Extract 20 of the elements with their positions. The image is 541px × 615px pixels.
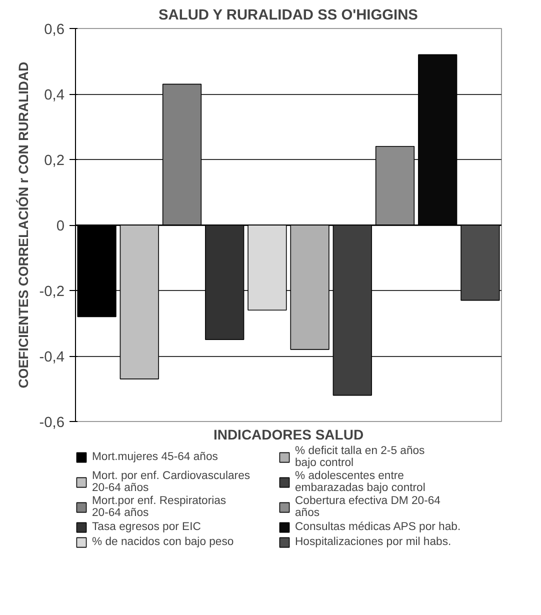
legend-label: % adolescentes entre embarazadas bajo control bbox=[295, 470, 426, 494]
legend-label: Hospitalizaciones por mil habs. bbox=[295, 535, 452, 549]
y-axis-title: COEFICIENTES CORRELACIÓN r CON RURALIDAD bbox=[16, 61, 32, 388]
y-tick-label: 0,6 bbox=[44, 22, 64, 38]
legend-label: Tasa egresos por EIC bbox=[92, 520, 202, 534]
y-tick-label: -0,2 bbox=[39, 284, 65, 300]
legend-label: Mort.por enf. Respiratorias 20-64 años bbox=[92, 495, 228, 519]
y-tick-label: 0,2 bbox=[44, 153, 64, 169]
y-tick-label: -0,6 bbox=[39, 415, 65, 431]
y-tick-label: 0,4 bbox=[44, 88, 64, 104]
y-tick-label: 0 bbox=[56, 218, 65, 234]
legend-label: Consultas médicas APS por hab. bbox=[295, 520, 462, 534]
x-axis-title: INDICADORES SALUD bbox=[213, 426, 364, 442]
legend-label: Cobertura efectiva DM 20-64 años bbox=[295, 495, 442, 519]
legend-label: Mort.mujeres 45-64 años bbox=[92, 450, 219, 464]
legend-label: % deficit talla en 2-5 años bajo control bbox=[295, 445, 426, 469]
legend-label: Mort. por enf. Cardiovasculares 20-64 años bbox=[92, 470, 252, 494]
legend-label: % de nacidos con bajo peso bbox=[92, 535, 235, 549]
y-tick-label: -0,4 bbox=[39, 350, 65, 366]
chart-title: SALUD Y RURALIDAD SS O'HIGGINS bbox=[158, 8, 418, 24]
